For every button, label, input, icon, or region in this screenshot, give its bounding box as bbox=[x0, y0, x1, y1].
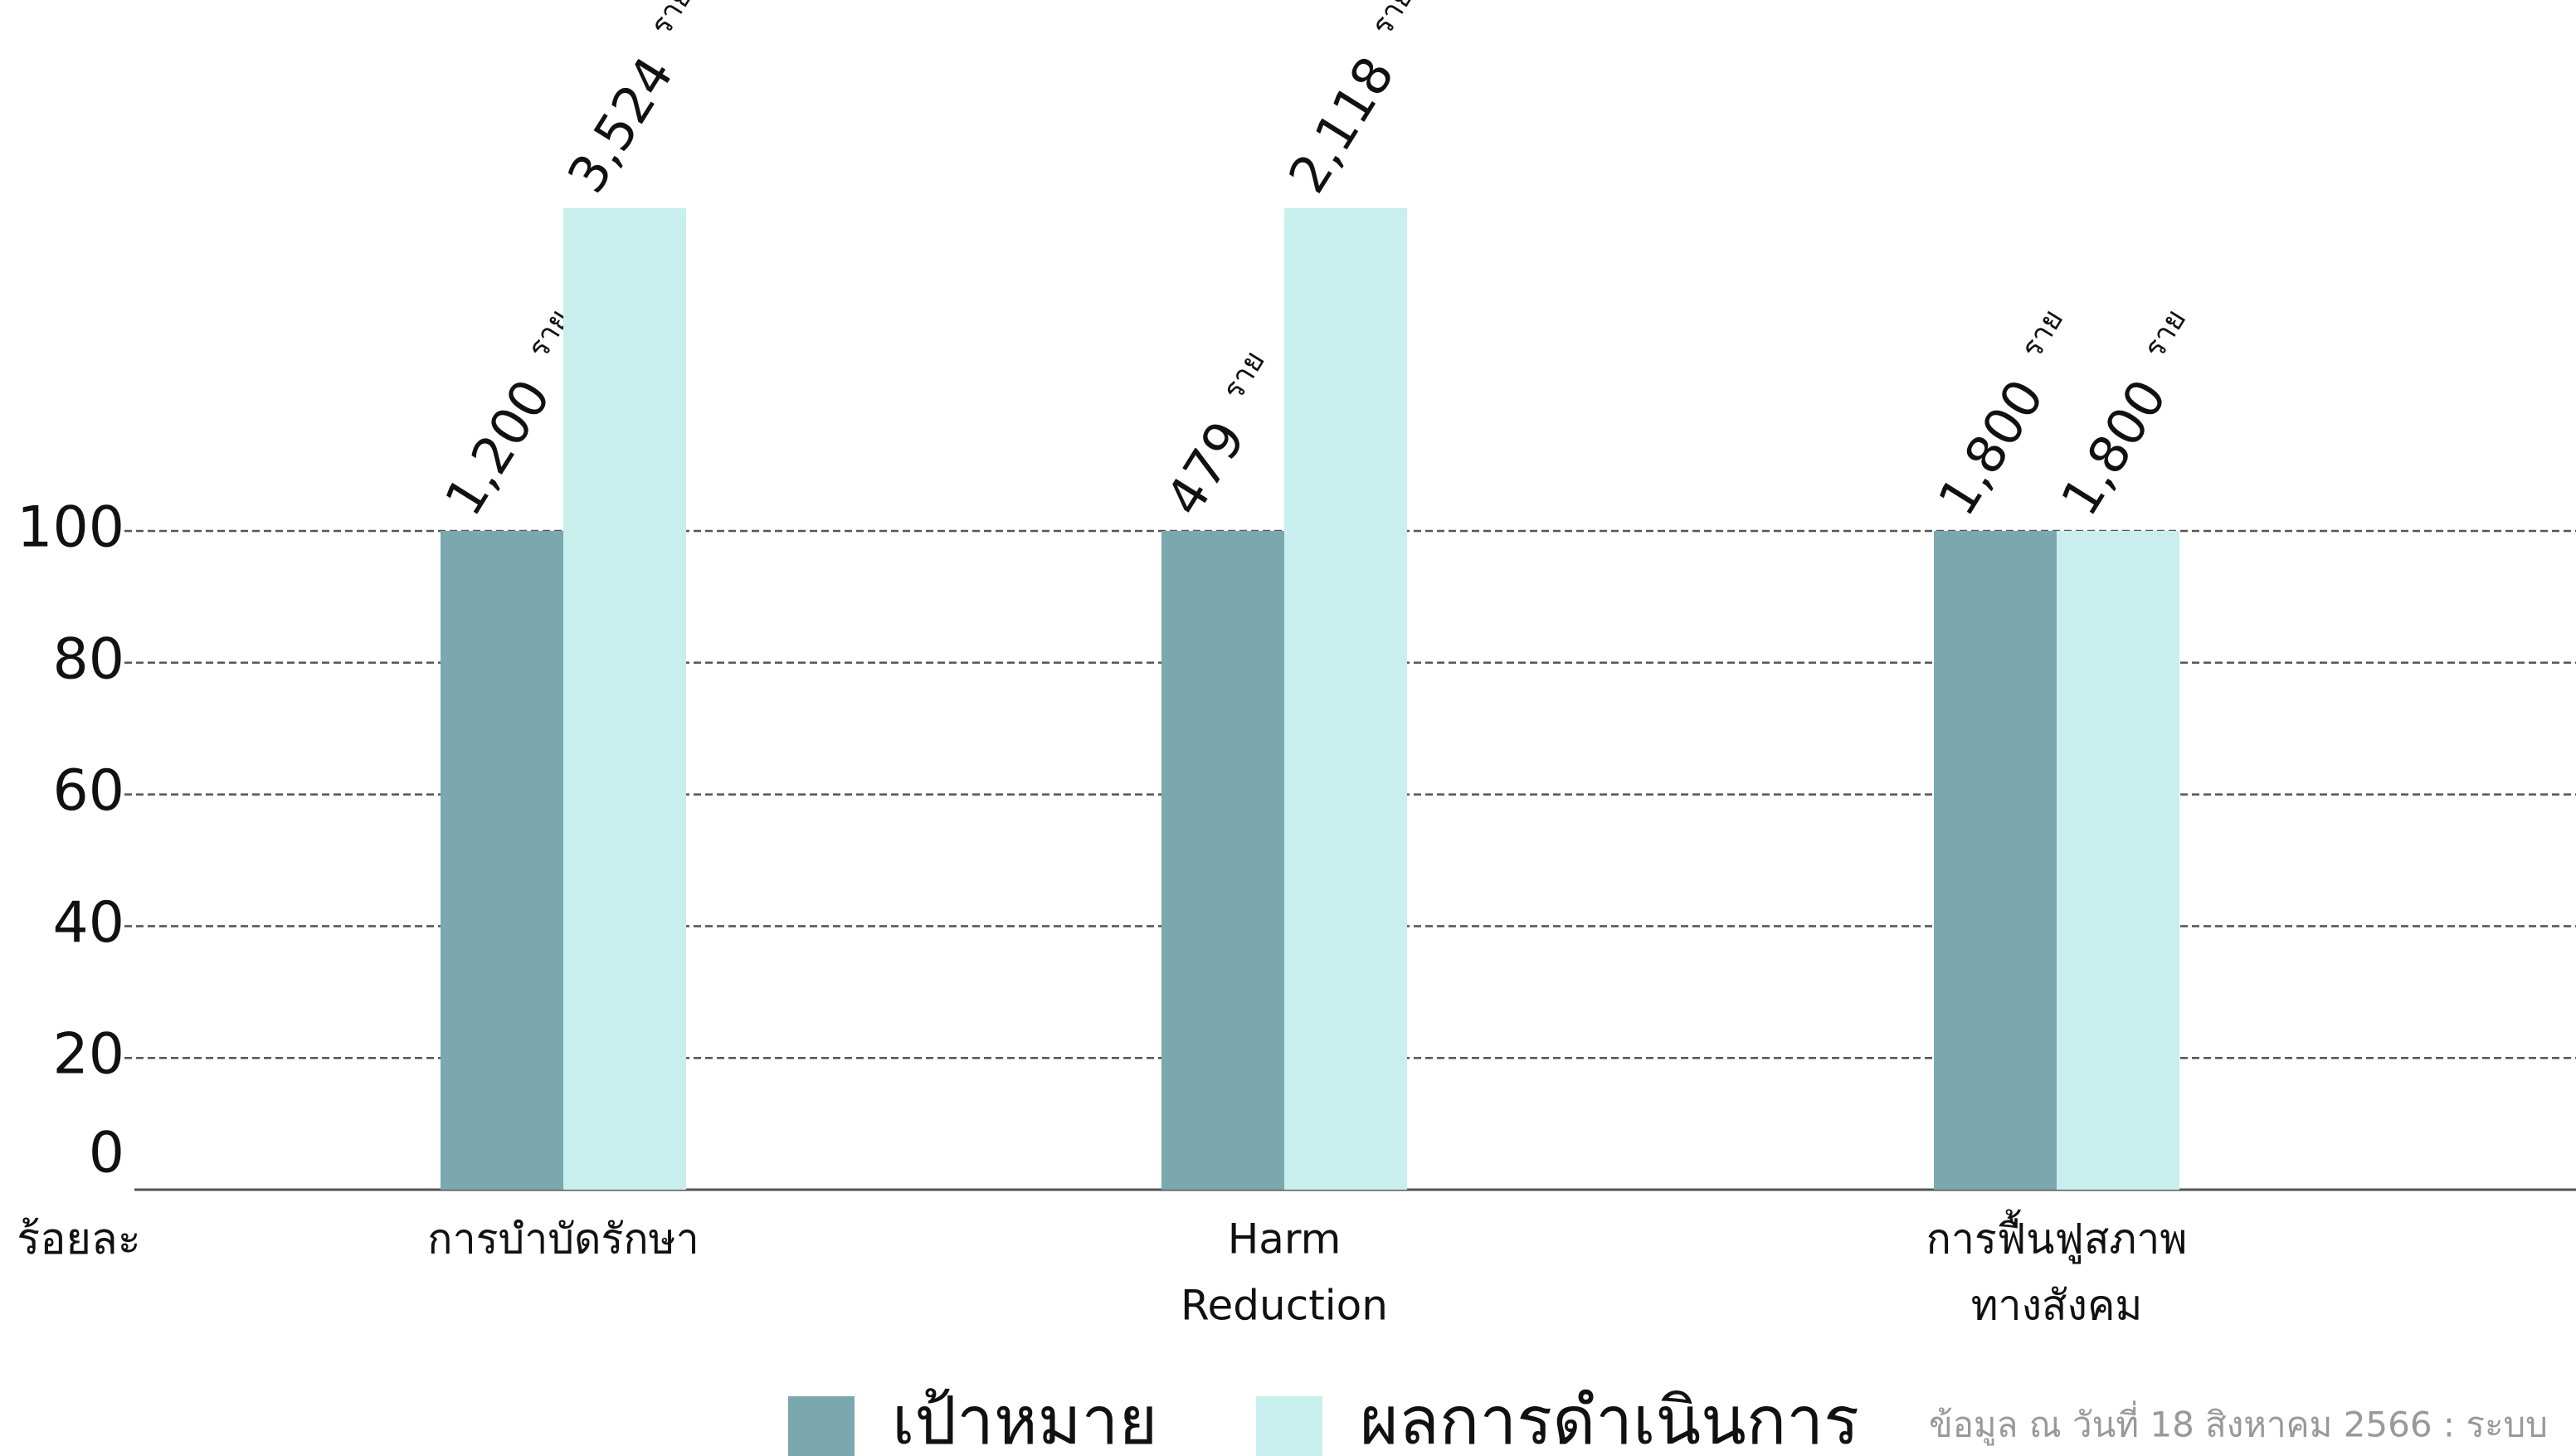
legend-label: ผลการดำเนินการ bbox=[1360, 1382, 1859, 1456]
bar bbox=[2057, 531, 2179, 1190]
x-tick-label: Reduction bbox=[1181, 1282, 1388, 1330]
data-label-count: 1,200 bbox=[433, 369, 562, 526]
data-label: 1,800ราย bbox=[2046, 304, 2218, 526]
data-label: 2,118 ราย bbox=[1273, 0, 1445, 203]
footnote: ข้อมูล ณ วันที่ 18 สิงหาคม 2566 : ระบบ bbox=[1929, 1401, 2548, 1446]
y-tick-label: 20 bbox=[52, 1022, 124, 1088]
y-tick-label: 100 bbox=[17, 495, 124, 561]
data-label-unit: ราย bbox=[644, 0, 699, 41]
legend-label: เป้าหมาย bbox=[892, 1382, 1157, 1456]
x-tick-label: Harm bbox=[1228, 1215, 1342, 1264]
y-tick-label: 80 bbox=[52, 626, 124, 692]
data-label-count: 1,800 bbox=[1926, 369, 2056, 526]
data-label-unit: ราย bbox=[1365, 0, 1420, 41]
y-tick-label: 40 bbox=[52, 890, 124, 956]
bar bbox=[1934, 531, 2057, 1190]
data-label-count: 3,524 bbox=[556, 46, 685, 203]
data-label-unit: ราย bbox=[2014, 304, 2070, 364]
y-tick-label: 0 bbox=[89, 1121, 124, 1186]
data-label-unit: ราย bbox=[2137, 304, 2193, 364]
bar bbox=[563, 207, 686, 1191]
y-tick-label: 60 bbox=[52, 758, 124, 824]
legend-swatch bbox=[788, 1396, 855, 1456]
y-axis-label: ร้อยละ bbox=[17, 1215, 140, 1264]
legend-swatch bbox=[1256, 1396, 1322, 1456]
bar bbox=[441, 531, 563, 1190]
data-label-count: 2,118 bbox=[1277, 46, 1406, 203]
data-label: 3,524 ราย bbox=[553, 0, 724, 203]
data-label-unit: ราย bbox=[1216, 345, 1272, 406]
bar bbox=[1161, 531, 1284, 1190]
data-label-count: 479 bbox=[1154, 411, 1258, 526]
data-label-count: 1,800 bbox=[2049, 369, 2179, 526]
x-tick-label: การฟื้นฟูสภาพ bbox=[1926, 1210, 2188, 1264]
bar bbox=[1284, 207, 1407, 1191]
x-tick-label: การบำบัดรักษา bbox=[427, 1215, 699, 1264]
data-label: 479ราย bbox=[1151, 345, 1297, 526]
x-tick-label: ทางสังคม bbox=[1971, 1282, 2143, 1330]
